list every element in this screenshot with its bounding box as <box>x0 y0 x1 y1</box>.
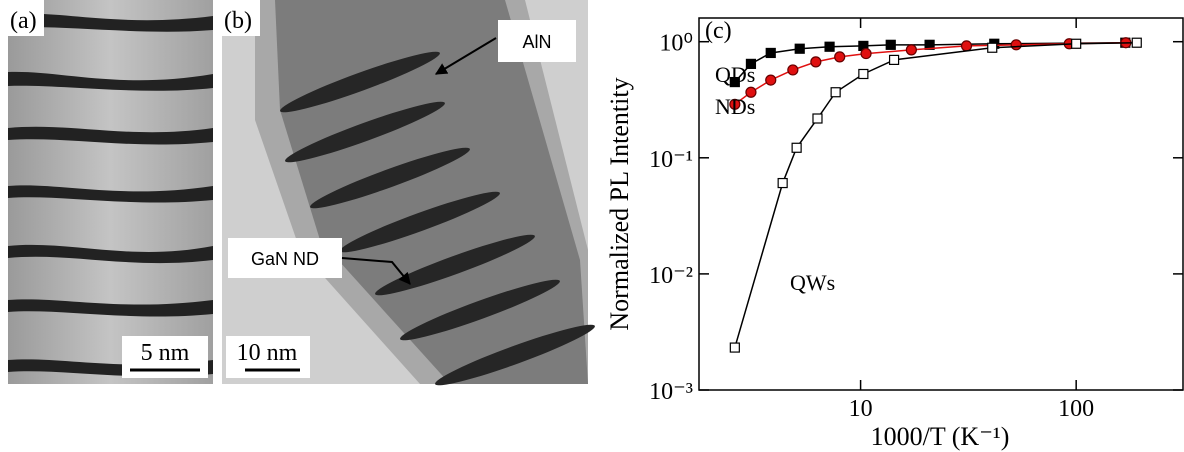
label-bg <box>8 0 44 36</box>
marker <box>745 58 757 69</box>
marker <box>830 87 841 98</box>
marker <box>858 68 869 80</box>
panel-a: (a) 5 nm <box>8 0 213 384</box>
marker <box>765 47 776 59</box>
panel-b: (b) AlN GaN ND 10 nm <box>222 0 595 386</box>
marker <box>834 51 846 63</box>
discs <box>280 51 595 386</box>
x-axis-title: 1000/T (K⁻¹) <box>871 422 1010 451</box>
plot-frame <box>698 17 1184 391</box>
marker <box>745 86 757 98</box>
panel-label: (a) <box>10 8 37 34</box>
marker <box>729 342 740 353</box>
stripes <box>8 13 213 377</box>
series-line <box>734 41 1137 348</box>
marker <box>888 54 900 65</box>
marker <box>729 98 741 110</box>
series-label: QDs <box>715 62 755 87</box>
label-bg <box>222 0 260 36</box>
marker <box>1131 37 1142 48</box>
marker <box>812 113 823 124</box>
marker <box>960 40 973 52</box>
y-axis-title: Normalized PL Intentity <box>605 77 634 330</box>
y-tick-label: 10⁰ <box>659 31 693 57</box>
marker <box>787 64 799 76</box>
marker <box>885 39 896 50</box>
panel-label: (b) <box>224 8 252 34</box>
marker <box>987 42 998 53</box>
marker <box>905 44 917 56</box>
panel-label: (c) <box>705 18 732 44</box>
y-tick-label: 10⁻¹ <box>649 147 693 173</box>
marker <box>1071 38 1082 49</box>
chart: (c) 1000/T (K⁻¹) Normalized PL Intentity… <box>605 17 1184 451</box>
callout-box <box>228 238 342 278</box>
callout: GaN ND <box>251 249 319 269</box>
marker <box>810 56 822 68</box>
callout-arrow <box>341 257 411 285</box>
x-tick-label: 100 <box>1058 396 1094 422</box>
series-label: NDs <box>715 94 755 119</box>
y-tick-label: 10⁻² <box>649 263 693 289</box>
scale-bar-label: 10 nm <box>237 340 298 366</box>
marker <box>777 177 788 189</box>
nanowire-core <box>275 0 588 384</box>
callout-box <box>498 20 576 62</box>
marker <box>824 41 835 52</box>
marker <box>729 76 740 88</box>
marker <box>765 74 777 86</box>
marker <box>791 142 802 153</box>
x-tick-label: 10 <box>849 396 873 422</box>
marker <box>794 43 805 54</box>
marker <box>1010 39 1022 51</box>
marker <box>860 47 872 60</box>
y-tick-label: 10⁻³ <box>649 379 693 405</box>
callout-arrow <box>434 37 497 75</box>
callout: AlN <box>522 32 551 52</box>
scale-bar-label: 5 nm <box>141 340 190 366</box>
series-label: QWs <box>790 270 835 295</box>
